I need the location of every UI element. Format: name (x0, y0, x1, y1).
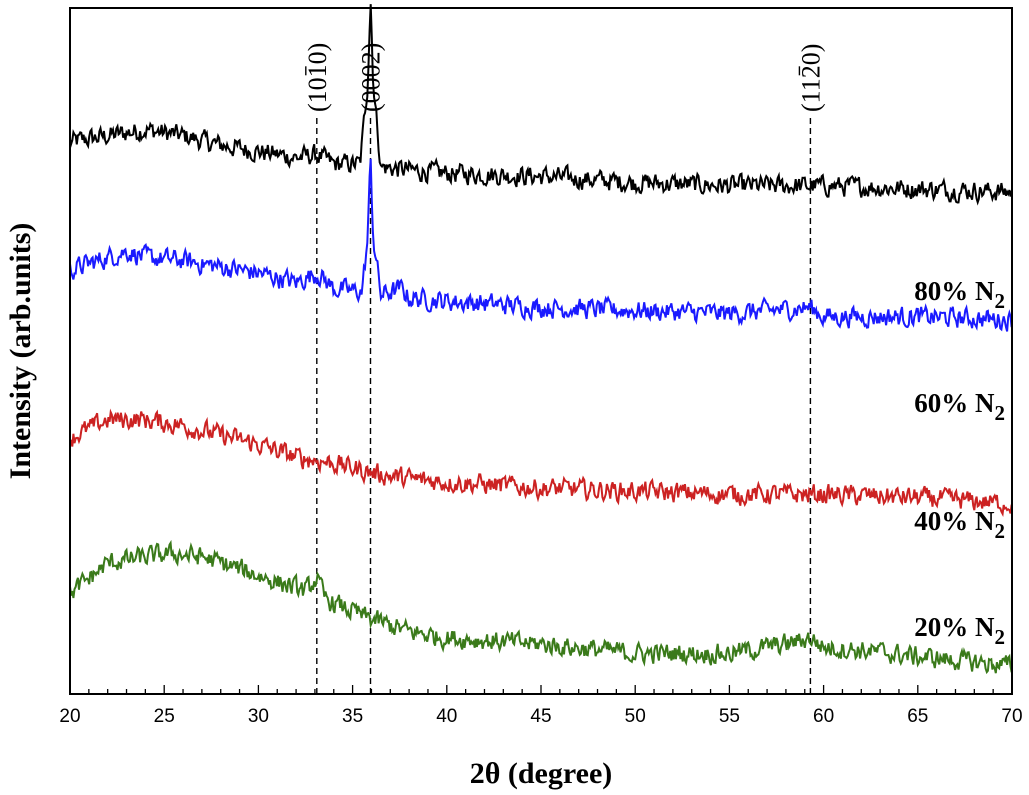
series-line (69, 539, 1013, 675)
x-axis-title: 2θ (degree) (470, 757, 613, 790)
peak-label-group: (1120) (796, 44, 825, 112)
x-tick-label: 55 (719, 706, 740, 727)
x-tick-label: 30 (248, 706, 269, 727)
peak-label-group: (1010) (303, 43, 332, 112)
x-axis-ticks: 20 25 30 35 40 45 50 55 60 65 70 (59, 685, 1023, 727)
peak-label: (0002) (356, 43, 385, 112)
reference-lines: (1010) (0002) (1120) (303, 43, 825, 694)
series-label: 80% N2 (914, 276, 1005, 313)
series-line (69, 408, 1013, 518)
series-label: 40% N2 (914, 506, 1005, 543)
x-tick-label: 35 (342, 706, 363, 727)
x-tick-label: 60 (813, 706, 834, 727)
peak-label: (1120) (796, 44, 825, 112)
x-tick-label: 50 (625, 706, 646, 727)
series-line (69, 4, 1013, 206)
x-tick-label: 45 (530, 706, 551, 727)
x-tick-label: 25 (154, 706, 175, 727)
series-labels: 80% N2 60% N2 40% N2 20% N2 (914, 276, 1005, 649)
x-tick-label: 65 (907, 706, 928, 727)
peak-label: (1010) (303, 43, 332, 112)
series-label: 60% N2 (914, 388, 1005, 425)
series-label: 20% N2 (914, 612, 1005, 649)
series-lines (69, 4, 1013, 675)
series-line (69, 158, 1013, 332)
x-tick-label: 40 (436, 706, 457, 727)
peak-label-group: (0002) (356, 43, 385, 112)
x-tick-label: 20 (59, 706, 80, 727)
y-axis-title: Intensity (arb.units) (4, 223, 37, 480)
x-tick-label: 70 (1001, 706, 1022, 727)
plot-frame (69, 7, 1013, 695)
